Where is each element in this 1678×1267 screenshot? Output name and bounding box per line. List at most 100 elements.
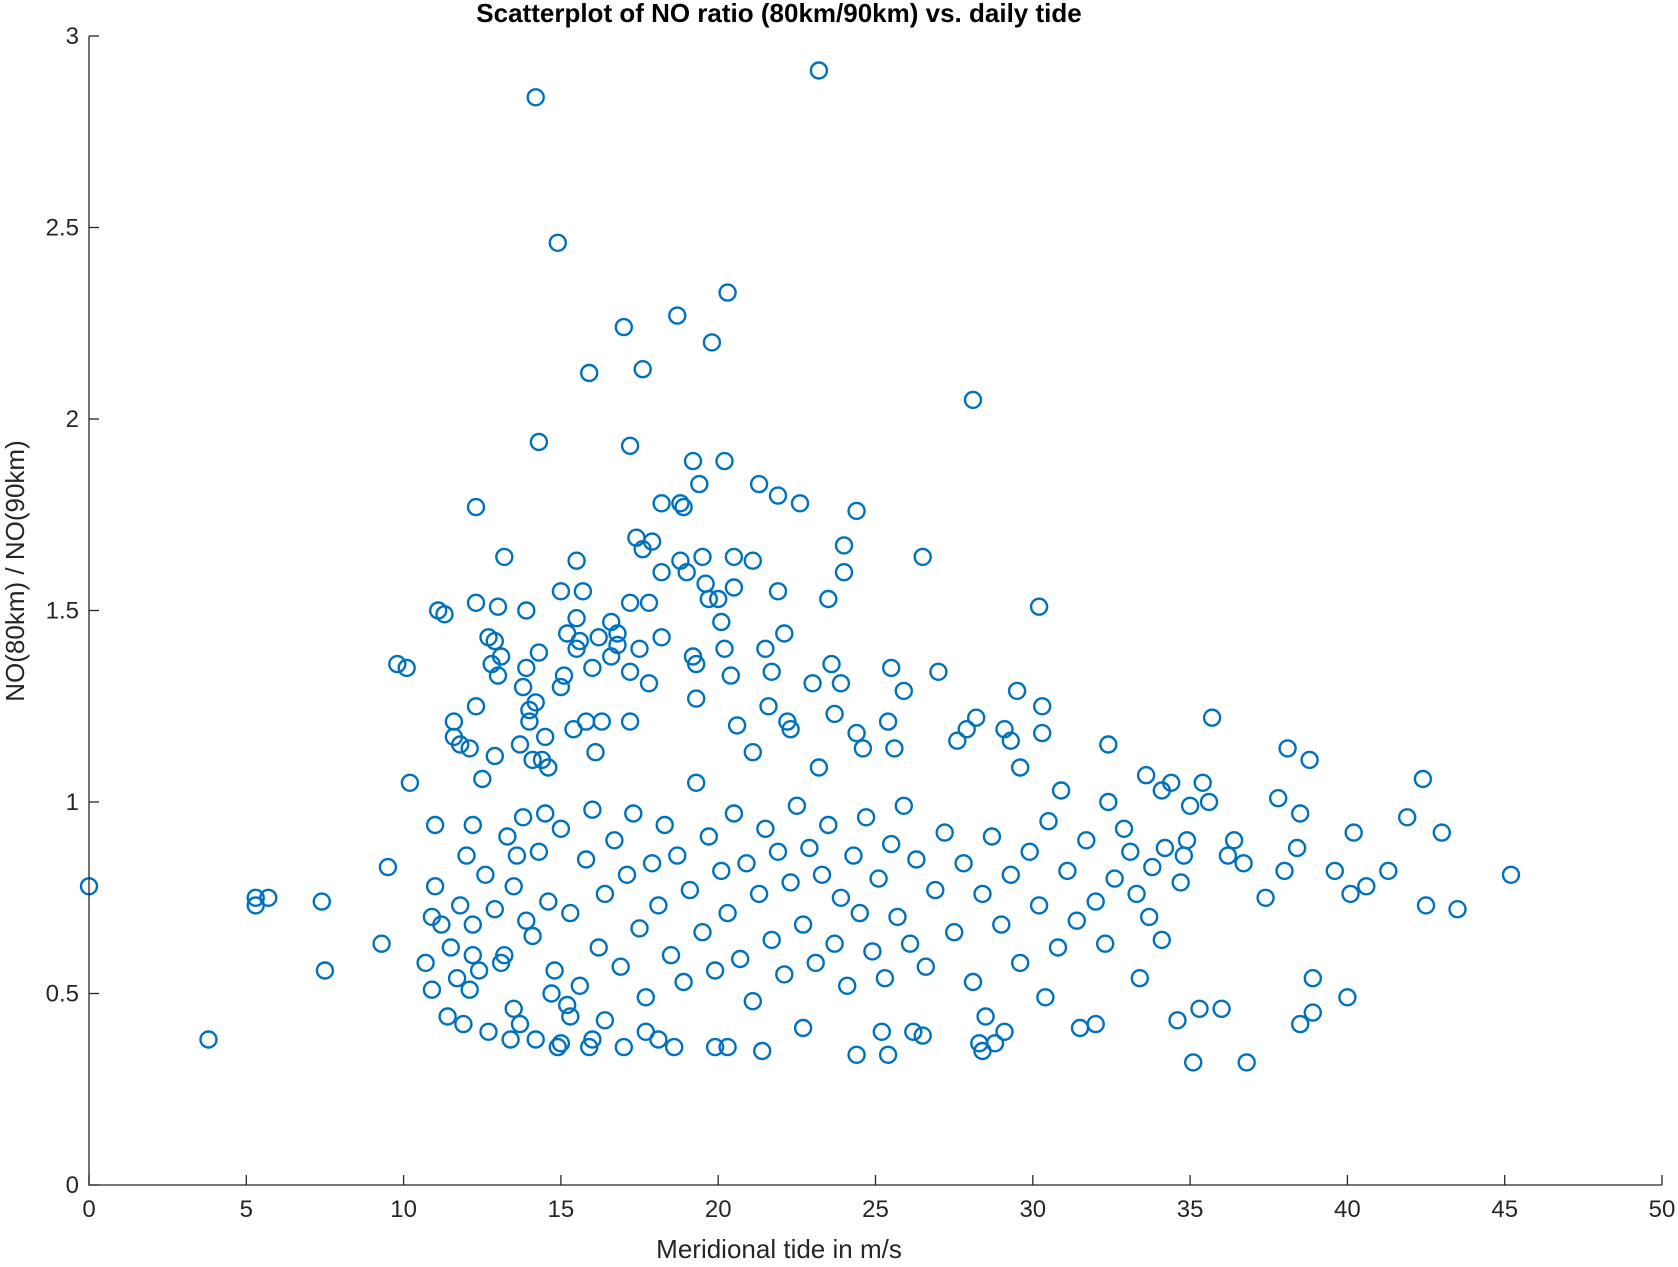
y-tick-label: 3 [66,23,79,50]
data-point [1095,934,1115,953]
data-point [1300,750,1319,770]
data-point [649,1030,668,1049]
y-tick-label: 0 [66,1172,79,1199]
data-point [447,969,467,988]
data-point [844,846,863,865]
data-point [696,574,715,593]
data-point [913,547,932,567]
data-point [894,681,913,701]
data-point [372,934,391,953]
data-point [1413,769,1433,789]
data-point [803,674,822,693]
data-point [812,865,832,884]
data-point [479,1022,498,1042]
data-point [485,900,504,919]
x-tick-label: 50 [1649,1196,1676,1223]
data-point [1171,873,1190,892]
data-point [1011,758,1030,777]
data-point [768,486,788,505]
data-point [639,593,659,612]
data-point [473,769,492,789]
data-point [661,946,681,965]
data-point [529,842,549,861]
data-point [875,969,895,988]
data-point [957,720,976,739]
data-point [583,800,602,819]
data-point [1224,831,1244,850]
data-point [639,674,659,693]
data-point [630,639,649,658]
data-point [1152,930,1172,950]
data-point [315,961,335,980]
data-point [422,980,442,999]
data-point [460,739,479,758]
data-point [554,666,574,685]
data-point [504,877,523,896]
data-point [831,888,851,907]
data-point [819,815,838,835]
data-point [787,796,807,815]
data-point [847,1045,866,1065]
data-point [1139,907,1159,927]
data-point [790,494,810,513]
data-point [488,666,508,685]
data-point [907,850,926,869]
data-point [513,808,533,827]
data-point [856,808,876,827]
data-point [1234,854,1253,873]
data-point [1278,739,1297,758]
data-point [753,1041,772,1061]
data-point [583,658,602,678]
data-point [712,612,731,632]
data-point [995,1022,1014,1042]
data-point [583,1030,602,1049]
data-point [1448,900,1467,919]
data-point [1303,1003,1323,1022]
data-point [539,758,558,777]
data-point [592,712,611,731]
data-point [1416,896,1436,915]
data-point [743,992,762,1011]
data-point [1020,842,1039,861]
data-point [677,563,696,582]
data-point [614,1037,633,1057]
data-point [973,884,992,904]
y-tick-label: 1.5 [46,598,79,625]
y-axis-label: NO(80km) / NO(90km) [0,440,30,701]
data-point [737,854,756,873]
data-point [655,815,674,835]
data-point [882,834,901,854]
data-point [1048,938,1068,957]
data-point [809,61,829,80]
data-point [495,547,514,567]
data-point [498,827,517,846]
data-point [567,551,586,570]
data-point [1183,1053,1203,1072]
x-tick-label: 15 [548,1196,575,1223]
data-point [916,957,935,976]
data-point [460,980,479,999]
data-point [642,854,662,873]
data-point [1032,723,1052,743]
data-point [768,842,788,861]
data-point [485,746,504,766]
data-point [793,1018,813,1038]
data-point [630,919,649,938]
data-point [526,693,545,712]
data-point [687,689,706,708]
data-point [904,1022,923,1042]
data-point [545,961,564,980]
data-point [539,892,558,911]
data-point [652,563,671,582]
data-point [992,915,1011,934]
data-point [1029,597,1049,616]
data-point [1105,869,1124,888]
data-point [620,712,640,731]
data-point [913,1026,932,1045]
data-point [822,654,841,674]
data-point [838,976,857,995]
data-point [466,593,486,612]
data-point [624,804,643,823]
data-point [312,892,331,911]
data-point [400,773,420,792]
